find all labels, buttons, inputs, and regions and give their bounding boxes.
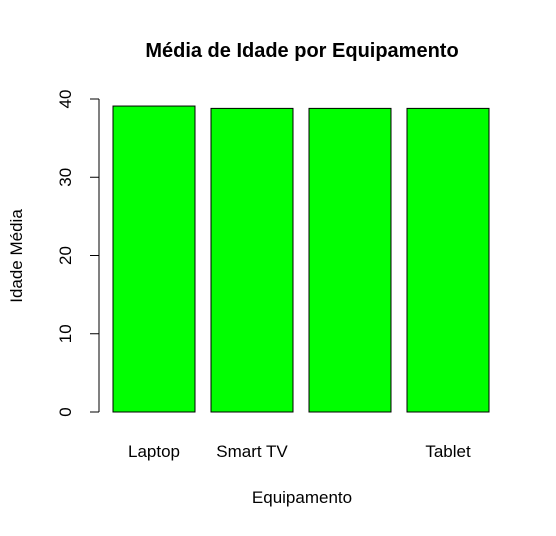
bar (112, 105, 196, 413)
y-tick-label: 30 (56, 168, 75, 187)
y-tick-label: 40 (56, 90, 75, 109)
x-axis-label: Equipamento (252, 488, 352, 507)
x-tick-label: Smart TV (216, 442, 288, 461)
bars (112, 105, 490, 413)
y-axis-label: Idade Média (7, 209, 26, 303)
bar (308, 107, 392, 413)
y-tick-label: 10 (56, 324, 75, 343)
y-tick-label: 20 (56, 246, 75, 265)
y-tick-label: 0 (56, 407, 75, 416)
x-tick-label: Tablet (425, 442, 471, 461)
x-tick-label: Laptop (128, 442, 180, 461)
y-axis: 0 10 20 30 40 (56, 90, 100, 417)
chart-title: Média de Idade por Equipamento (145, 40, 458, 62)
bar (406, 107, 490, 413)
bar (210, 107, 294, 413)
x-axis-tick-labels: Laptop Smart TV Tablet (128, 442, 471, 461)
